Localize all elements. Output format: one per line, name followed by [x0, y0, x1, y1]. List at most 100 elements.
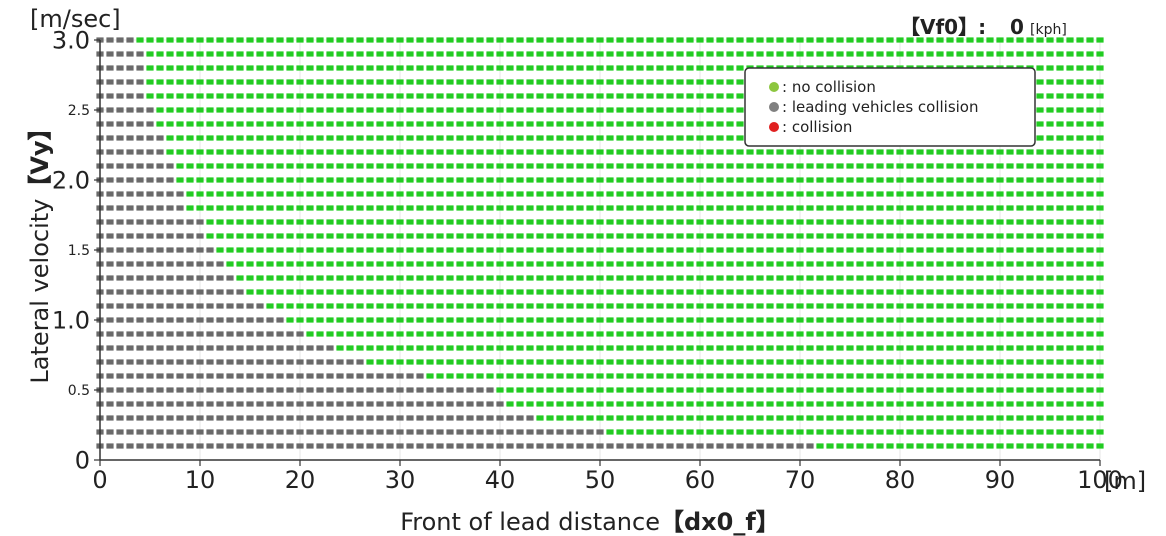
no-collision-point: [926, 219, 934, 225]
no-collision-point: [1016, 205, 1024, 211]
no-collision-point: [586, 233, 594, 239]
leading-collision-point: [166, 289, 174, 295]
no-collision-point: [926, 37, 934, 43]
no-collision-point: [886, 443, 894, 449]
no-collision-point: [726, 233, 734, 239]
no-collision-point: [366, 247, 374, 253]
no-collision-point: [426, 303, 434, 309]
leading-collision-point: [486, 387, 494, 393]
no-collision-point: [406, 345, 414, 351]
no-collision-point: [326, 93, 334, 99]
leading-collision-point: [126, 275, 134, 281]
no-collision-point: [1046, 163, 1054, 169]
no-collision-point: [496, 233, 504, 239]
no-collision-point: [1036, 415, 1044, 421]
leading-collision-point: [116, 317, 124, 323]
leading-collision-point: [196, 415, 204, 421]
leading-collision-point: [116, 289, 124, 295]
no-collision-point: [926, 177, 934, 183]
no-collision-point: [306, 177, 314, 183]
no-collision-point: [1096, 191, 1104, 197]
no-collision-point: [906, 247, 914, 253]
no-collision-point: [216, 247, 224, 253]
no-collision-point: [986, 275, 994, 281]
no-collision-point: [976, 387, 984, 393]
leading-collision-point: [256, 331, 264, 337]
no-collision-point: [986, 149, 994, 155]
no-collision-point: [746, 373, 754, 379]
no-collision-point: [906, 331, 914, 337]
no-collision-point: [636, 135, 644, 141]
leading-collision-point: [146, 261, 154, 267]
leading-collision-point: [146, 373, 154, 379]
no-collision-point: [806, 261, 814, 267]
no-collision-point: [1026, 345, 1034, 351]
no-collision-point: [876, 373, 884, 379]
no-collision-point: [436, 191, 444, 197]
no-collision-point: [696, 303, 704, 309]
no-collision-point: [396, 135, 404, 141]
no-collision-point: [596, 373, 604, 379]
leading-collision-point: [466, 429, 474, 435]
leading-collision-point: [406, 373, 414, 379]
no-collision-point: [336, 219, 344, 225]
no-collision-point: [1056, 93, 1064, 99]
leading-collision-point: [276, 345, 284, 351]
no-collision-point: [866, 303, 874, 309]
no-collision-point: [1076, 289, 1084, 295]
no-collision-point: [426, 191, 434, 197]
no-collision-point: [696, 373, 704, 379]
no-collision-point: [926, 191, 934, 197]
no-collision-point: [1046, 261, 1054, 267]
no-collision-point: [336, 317, 344, 323]
no-collision-point: [766, 219, 774, 225]
no-collision-point: [306, 135, 314, 141]
no-collision-point: [486, 79, 494, 85]
no-collision-point: [656, 373, 664, 379]
no-collision-point: [646, 37, 654, 43]
x-tick-label: 100: [1077, 466, 1123, 494]
no-collision-point: [686, 177, 694, 183]
leading-collision-point: [206, 359, 214, 365]
no-collision-point: [896, 37, 904, 43]
no-collision-point: [596, 387, 604, 393]
no-collision-point: [526, 51, 534, 57]
no-collision-point: [736, 121, 744, 127]
no-collision-point: [646, 261, 654, 267]
leading-collision-point: [636, 443, 644, 449]
no-collision-point: [896, 415, 904, 421]
no-collision-point: [586, 289, 594, 295]
no-collision-point: [816, 191, 824, 197]
no-collision-point: [676, 429, 684, 435]
no-collision-point: [1026, 51, 1034, 57]
no-collision-point: [556, 163, 564, 169]
no-collision-point: [736, 135, 744, 141]
no-collision-point: [396, 303, 404, 309]
no-collision-point: [406, 247, 414, 253]
no-collision-point: [616, 79, 624, 85]
no-collision-point: [216, 93, 224, 99]
no-collision-point: [246, 107, 254, 113]
no-collision-point: [376, 149, 384, 155]
no-collision-point: [536, 247, 544, 253]
leading-collision-point: [156, 415, 164, 421]
no-collision-point: [1016, 401, 1024, 407]
no-collision-point: [556, 289, 564, 295]
leading-collision-point: [486, 415, 494, 421]
no-collision-point: [466, 163, 474, 169]
no-collision-point: [636, 149, 644, 155]
no-collision-point: [886, 317, 894, 323]
leading-collision-point: [196, 317, 204, 323]
no-collision-point: [726, 247, 734, 253]
no-collision-point: [766, 345, 774, 351]
no-collision-point: [726, 37, 734, 43]
no-collision-point: [196, 135, 204, 141]
no-collision-point: [526, 233, 534, 239]
leading-collision-point: [286, 401, 294, 407]
no-collision-point: [386, 107, 394, 113]
no-collision-point: [766, 275, 774, 281]
no-collision-point: [596, 93, 604, 99]
no-collision-point: [576, 37, 584, 43]
leading-collision-point: [106, 303, 114, 309]
no-collision-point: [596, 233, 604, 239]
